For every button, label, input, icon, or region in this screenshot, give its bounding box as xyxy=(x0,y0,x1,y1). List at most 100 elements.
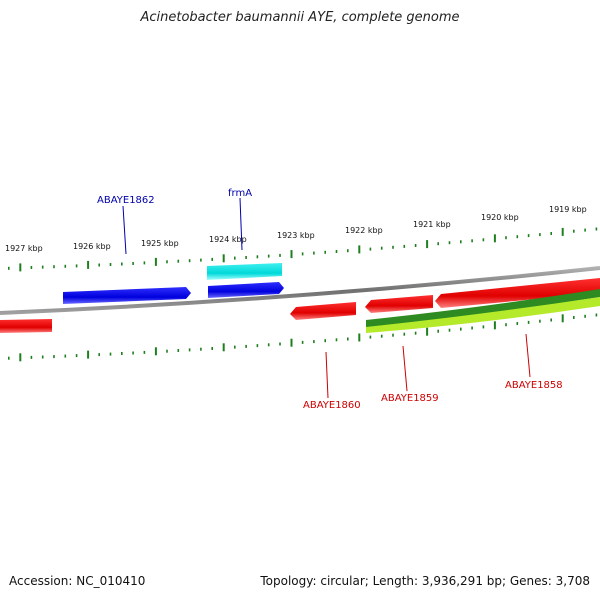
upper-scale-tick xyxy=(493,234,496,243)
upper-scale-tick xyxy=(290,250,293,259)
lower-scale-tick xyxy=(584,314,586,318)
lower-scale-tick xyxy=(516,322,519,325)
upper-scale-tick xyxy=(516,235,519,239)
upper-scale-tick xyxy=(358,245,361,254)
upper-scale-tick xyxy=(87,260,90,269)
upper-scale-tick xyxy=(324,250,326,254)
upper-scale-tick xyxy=(471,239,473,243)
lower-scale-tick xyxy=(41,355,44,359)
lower-scale-tick xyxy=(403,332,406,336)
upper-scale-tick xyxy=(75,264,78,268)
lower-scale-tick xyxy=(75,354,78,358)
lower-scale-track xyxy=(8,313,598,362)
leader-ABAYE1862 xyxy=(122,205,127,255)
upper-scale-tick xyxy=(200,258,202,262)
gene-ABAYE1860[interactable] xyxy=(290,302,356,320)
leader-ABAYE1860 xyxy=(325,351,329,399)
gene-ABAYE1862[interactable] xyxy=(63,287,191,304)
upper-scale-tick xyxy=(482,238,485,242)
lower-scale-tick xyxy=(177,349,180,352)
scale-labels: 1927 kbp 1926 kbp 1925 kbp 1924 kbp 1923… xyxy=(5,205,587,253)
lower-scale-tick xyxy=(64,354,67,358)
lower-scale-tick xyxy=(460,327,462,331)
scale-label-1923: 1923 kbp xyxy=(277,231,315,240)
scale-label-1926: 1926 kbp xyxy=(73,242,111,251)
lower-scale-tick xyxy=(279,342,281,346)
upper-scale-tick xyxy=(437,242,439,246)
lower-scale-tick xyxy=(448,328,451,332)
scale-label-1920: 1920 kbp xyxy=(481,213,519,222)
lower-scale-tick xyxy=(482,325,485,329)
upper-scale-tick xyxy=(584,228,586,232)
lower-scale-tick xyxy=(256,344,259,348)
rna-band-light xyxy=(366,297,600,333)
lower-scale-tick xyxy=(437,329,439,333)
rna-band-dark xyxy=(366,289,600,328)
upper-scale-tick xyxy=(19,263,22,272)
upper-scale-tick xyxy=(188,259,191,263)
leader-ABAYE1859 xyxy=(402,345,408,392)
upper-scale-tick xyxy=(166,260,168,264)
lower-scale-tick xyxy=(358,333,361,342)
lower-scale-tick xyxy=(222,343,225,352)
label-frmA[interactable]: frmA xyxy=(228,188,252,199)
lower-scale-tick xyxy=(109,352,112,356)
label-ABAYE1860[interactable]: ABAYE1860 xyxy=(303,400,361,411)
lower-scale-tick xyxy=(19,353,22,362)
label-ABAYE1859[interactable]: ABAYE1859 xyxy=(381,393,439,404)
gene-frmA-adjacent[interactable] xyxy=(208,282,284,298)
upper-scale-track xyxy=(8,227,598,272)
lower-scale-tick xyxy=(290,338,293,347)
lower-scale-tick xyxy=(87,350,90,359)
lower-scale-tick xyxy=(471,326,473,330)
lower-scale-tick xyxy=(414,331,417,335)
label-ABAYE1862[interactable]: ABAYE1862 xyxy=(97,195,155,206)
lower-scale-tick xyxy=(98,353,100,357)
upper-scale-tick xyxy=(8,266,10,270)
gene-ABAYE1858[interactable] xyxy=(435,278,600,308)
upper-scale-tick xyxy=(154,257,157,266)
gene-left-edge[interactable] xyxy=(0,319,52,333)
leader-frmA xyxy=(239,197,243,251)
lower-scale-tick xyxy=(505,323,507,327)
lower-scale-tick xyxy=(313,340,315,344)
upper-scale-tick xyxy=(392,245,394,249)
lower-scale-tick xyxy=(121,352,123,355)
lower-scale-tick xyxy=(166,349,168,353)
gene-ABAYE1859[interactable] xyxy=(365,295,433,313)
scale-label-1922: 1922 kbp xyxy=(345,226,383,235)
lower-scale-tick xyxy=(392,333,394,337)
scale-label-1919: 1919 kbp xyxy=(549,205,587,214)
upper-scale-tick xyxy=(595,227,598,231)
lower-scale-tick xyxy=(154,347,157,356)
lower-scale-tick xyxy=(245,344,247,348)
lower-scale-tick xyxy=(234,345,236,349)
scale-label-1927: 1927 kbp xyxy=(5,244,43,253)
upper-scale-tick xyxy=(234,256,236,260)
gene-frmA[interactable] xyxy=(207,263,282,280)
upper-scale-tick xyxy=(448,241,451,245)
upper-scale-tick xyxy=(550,232,552,235)
label-ABAYE1858[interactable]: ABAYE1858 xyxy=(505,380,563,391)
upper-scale-tick xyxy=(505,236,507,240)
lower-scale-tick xyxy=(550,318,552,322)
upper-scale-tick xyxy=(426,240,429,249)
lower-scale-tick xyxy=(301,340,304,344)
lower-scale-tick xyxy=(143,350,146,354)
upper-scale-tick xyxy=(573,229,575,233)
upper-scale-tick xyxy=(279,253,281,257)
upper-scale-tick xyxy=(369,247,372,251)
upper-scale-tick xyxy=(41,265,44,269)
genome-summary-text: Topology: circular; Length: 3,936,291 bp… xyxy=(260,574,590,588)
upper-scale-tick xyxy=(527,234,530,238)
map-title: Acinetobacter baumannii AYE, complete ge… xyxy=(140,10,460,25)
lower-scale-tick xyxy=(200,347,202,351)
upper-scale-tick xyxy=(301,252,304,256)
lower-scale-tick xyxy=(53,355,55,359)
upper-scale-tick xyxy=(380,246,383,250)
upper-scale-tick xyxy=(53,265,55,269)
lower-scale-tick xyxy=(595,313,598,317)
upper-scale-tick xyxy=(222,254,225,263)
upper-scale-tick xyxy=(143,261,146,265)
